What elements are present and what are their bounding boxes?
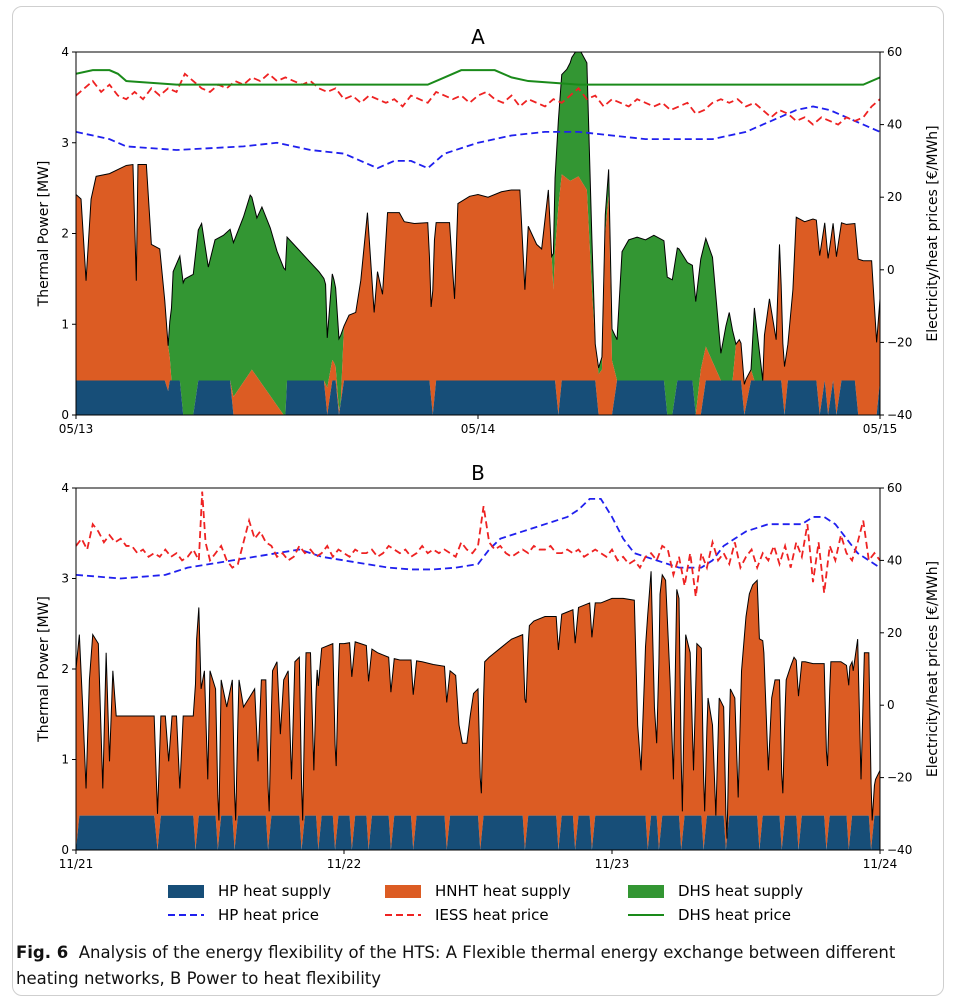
- hp-heat-price-line: [76, 497, 880, 580]
- y2-tick-label: −20: [887, 771, 912, 785]
- y2-axis-label: Electricity/heat prices [€/MWh]: [925, 125, 941, 341]
- figure-caption: Fig. 6 Analysis of the energy flexibilit…: [16, 940, 936, 992]
- legend-label: DHS heat supply: [678, 882, 803, 900]
- panel-b: 0 1 2 3 4 −40 −20 0 20 40 60 11/21 11/22 11/23 11/24 B T…: [36, 461, 941, 871]
- y-tick-label: 2: [61, 227, 69, 241]
- y2-tick-label: −40: [887, 843, 912, 857]
- y2-tick-label: −20: [887, 335, 912, 349]
- x-tick-label: 11/21: [59, 857, 94, 871]
- y2-tick-label: 60: [887, 481, 902, 495]
- x-tick-label: 05/14: [461, 422, 496, 436]
- legend-item: HNHT heat supply: [385, 882, 571, 900]
- y-tick-label: 4: [61, 45, 69, 59]
- y2-tick-label: 20: [887, 190, 902, 204]
- legend-label: HNHT heat supply: [435, 882, 571, 900]
- legend-item: IESS heat price: [385, 906, 549, 924]
- caption-text: Analysis of the energy flexibility of th…: [16, 943, 896, 988]
- y2-tick-label: 60: [887, 45, 902, 59]
- y2-axis-label: Electricity/heat prices [€/MWh]: [925, 561, 941, 777]
- figure-label: Fig. 6: [16, 943, 69, 962]
- y-tick-label: 1: [61, 753, 69, 767]
- y-tick-label: 3: [61, 136, 69, 150]
- dhs-heat-price-line: [76, 69, 880, 86]
- panel-a: 0 1 2 3 4 −40 −20 0 20 40 60 05/13 05/14 05/15 A Therma…: [36, 25, 941, 436]
- x-tick-label: 11/24: [863, 857, 898, 871]
- panel-title: A: [471, 25, 485, 49]
- legend-label: HP heat supply: [218, 882, 331, 900]
- legend-item: DHS heat price: [628, 906, 791, 924]
- legend-item: DHS heat supply: [628, 882, 803, 900]
- legend-swatch: [628, 885, 664, 898]
- legend-item: HP heat supply: [168, 882, 331, 900]
- legend-item: HP heat price: [168, 906, 319, 924]
- y2-tick-label: 40: [887, 553, 902, 567]
- legend-label: DHS heat price: [678, 906, 791, 924]
- hnht-supply-area: [76, 164, 880, 415]
- hp-supply-area: [76, 815, 880, 850]
- plot-area: [76, 52, 880, 415]
- y2-tick-label: 40: [887, 118, 902, 132]
- hp-heat-price-line: [76, 105, 880, 170]
- y-tick-label: 0: [61, 843, 69, 857]
- legend-label: IESS heat price: [435, 906, 549, 924]
- y-tick-label: 1: [61, 317, 69, 331]
- iess-heat-price-line: [76, 72, 880, 126]
- hnht-supply-area: [76, 571, 880, 850]
- x-tick-label: 05/15: [863, 422, 898, 436]
- panel-title: B: [471, 461, 485, 485]
- x-tick-label: 11/23: [595, 857, 630, 871]
- plot-area: [76, 491, 880, 850]
- y-tick-label: 2: [61, 662, 69, 676]
- legend-swatch: [385, 885, 421, 898]
- y-tick-label: 0: [61, 408, 69, 422]
- y2-tick-label: 20: [887, 626, 902, 640]
- dhs-supply-area: [76, 52, 880, 415]
- y-tick-label: 4: [61, 481, 69, 495]
- x-tick-label: 05/13: [59, 422, 94, 436]
- legend: HP heat supply HNHT heat supply DHS heat s…: [168, 882, 803, 924]
- x-tick-label: 11/22: [327, 857, 362, 871]
- hp-supply-area: [76, 380, 880, 415]
- y-axis-label: Thermal Power [MW]: [36, 161, 52, 308]
- legend-swatch: [168, 885, 204, 898]
- y2-tick-label: −40: [887, 408, 912, 422]
- total-supply-line: [76, 52, 880, 385]
- y-axis-label: Thermal Power [MW]: [36, 596, 52, 743]
- total-supply-line: [76, 571, 880, 839]
- y2-tick-label: 0: [887, 698, 895, 712]
- y2-tick-label: 0: [887, 263, 895, 277]
- legend-label: HP heat price: [218, 906, 319, 924]
- iess-heat-price-line: [76, 491, 880, 597]
- y-tick-label: 3: [61, 572, 69, 586]
